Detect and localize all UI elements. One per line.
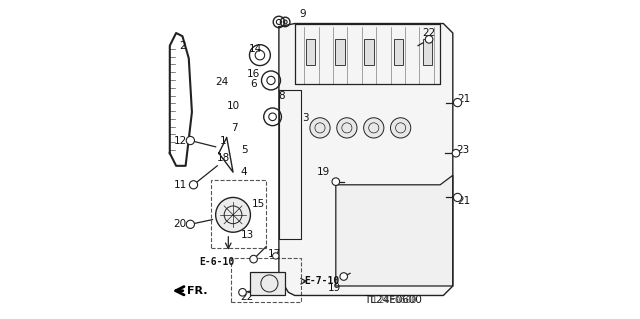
Text: 12: 12 — [173, 136, 187, 145]
Bar — [423, 39, 432, 65]
Text: 19: 19 — [328, 283, 341, 293]
Polygon shape — [170, 33, 192, 166]
Text: 9: 9 — [300, 9, 306, 19]
Bar — [306, 39, 316, 65]
Text: 5: 5 — [241, 145, 248, 155]
Circle shape — [390, 118, 411, 138]
Text: 13: 13 — [241, 230, 254, 241]
Circle shape — [216, 197, 250, 232]
Circle shape — [239, 288, 246, 296]
Text: 24: 24 — [215, 77, 228, 87]
Text: 19: 19 — [317, 167, 330, 177]
Circle shape — [332, 178, 340, 185]
Text: 11: 11 — [173, 180, 187, 190]
Circle shape — [186, 220, 195, 228]
Text: TL24E0600: TL24E0600 — [364, 295, 422, 305]
Text: 21: 21 — [457, 196, 470, 206]
Polygon shape — [279, 24, 453, 295]
Bar — [250, 272, 285, 295]
Circle shape — [273, 253, 279, 259]
Text: 15: 15 — [252, 199, 265, 209]
Text: E-6-10: E-6-10 — [200, 257, 235, 267]
Text: 1: 1 — [220, 136, 227, 145]
Circle shape — [250, 255, 257, 263]
Text: 20: 20 — [173, 219, 187, 229]
Circle shape — [340, 273, 348, 280]
Circle shape — [452, 149, 460, 157]
Circle shape — [186, 137, 195, 145]
Text: FR.: FR. — [186, 286, 207, 296]
Text: 3: 3 — [303, 113, 309, 123]
Text: 16: 16 — [247, 69, 260, 79]
Text: 6: 6 — [250, 78, 257, 89]
Circle shape — [426, 35, 433, 43]
Circle shape — [189, 181, 198, 189]
Circle shape — [454, 99, 461, 107]
Text: 22: 22 — [422, 28, 436, 38]
Circle shape — [364, 118, 384, 138]
Text: 18: 18 — [217, 153, 230, 163]
Text: 22: 22 — [241, 292, 254, 302]
Bar — [364, 39, 374, 65]
Bar — [335, 39, 344, 65]
Text: E-7-10: E-7-10 — [304, 276, 339, 286]
Text: 23: 23 — [456, 145, 470, 155]
Bar — [211, 180, 266, 248]
Text: 10: 10 — [227, 101, 239, 111]
Circle shape — [310, 118, 330, 138]
Text: 14: 14 — [248, 44, 262, 54]
Polygon shape — [336, 175, 453, 286]
Circle shape — [454, 193, 461, 202]
Text: 17: 17 — [268, 249, 281, 259]
Text: TL24E0600: TL24E0600 — [369, 296, 417, 305]
Text: 21: 21 — [457, 94, 470, 104]
Text: 2: 2 — [179, 41, 186, 51]
Text: 8: 8 — [279, 91, 285, 101]
Circle shape — [337, 118, 357, 138]
Bar — [232, 257, 301, 302]
Text: 7: 7 — [231, 123, 238, 133]
Text: 4: 4 — [241, 167, 248, 177]
Bar — [394, 39, 403, 65]
